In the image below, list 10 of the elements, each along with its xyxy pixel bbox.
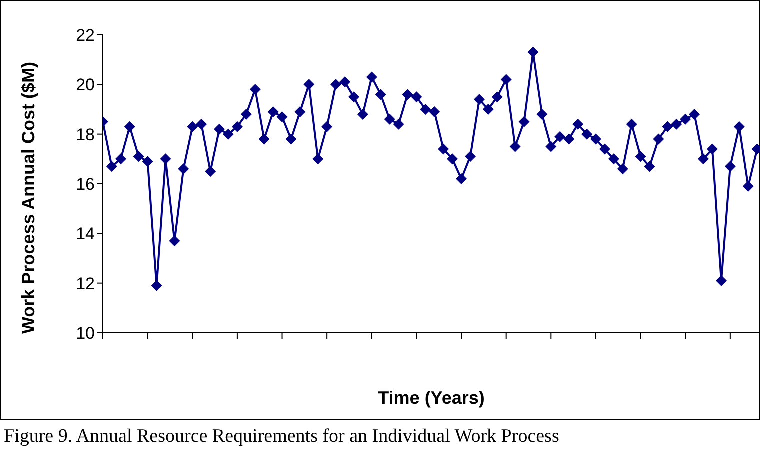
y-tick-label: 14: [76, 224, 95, 244]
y-tick-label: 18: [76, 125, 95, 144]
y-tick-label: 12: [76, 274, 95, 294]
y-axis-title: Work Process Annual Cost ($M): [18, 62, 38, 334]
y-tick-label: 10: [76, 324, 95, 344]
y-tick-label: 16: [76, 175, 95, 194]
y-tick-label: 22: [76, 26, 95, 46]
x-axis-title: Time (Years): [378, 388, 485, 408]
y-tick-label: 20: [76, 76, 95, 95]
caption: Figure 9. Annual Resource Requirements for an Individual Work Process: [4, 426, 560, 448]
